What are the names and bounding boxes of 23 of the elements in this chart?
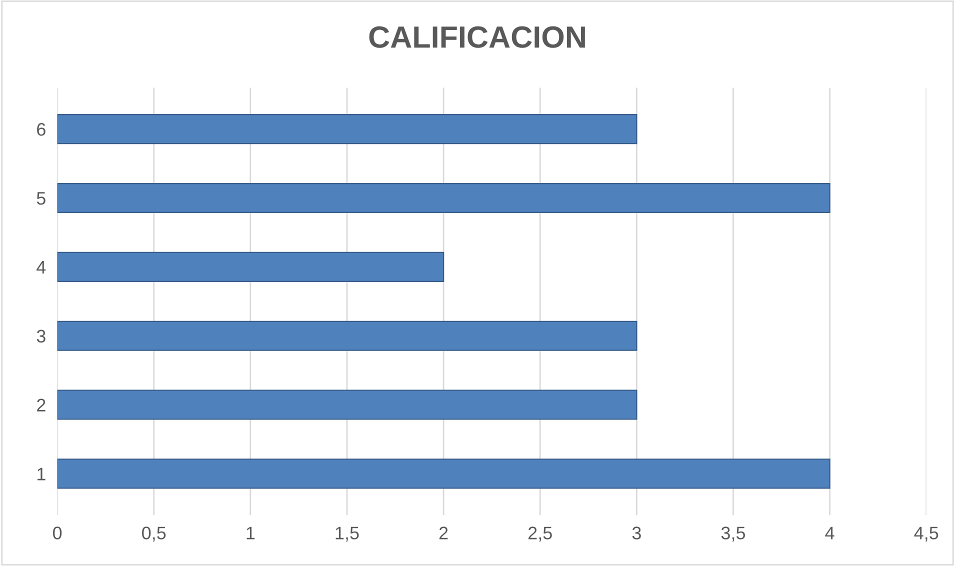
x-tick-label: 0,5 [142,526,166,542]
x-tick-label: 4,5 [914,526,938,542]
x-tick-label: 3,5 [721,526,746,542]
chart-title: CALIFICACION [369,26,585,48]
y-tick-label: 1 [38,468,46,480]
x-tick-label: 2,5 [528,526,552,542]
bar [57,390,638,420]
x-tick-label: 4 [825,526,834,540]
bar [57,182,830,214]
y-tick-label: 6 [37,123,46,136]
y-tick-label: 5 [36,192,46,205]
y-tick-label: 3 [36,330,46,343]
bar [57,458,830,489]
bar [57,252,444,282]
bar [57,114,638,144]
y-tick-label: 4 [36,261,46,274]
x-tick-label: 0 [52,526,62,540]
x-tick-label: 3 [632,526,641,540]
x-tick-label: 1,5 [336,526,359,542]
bar [57,320,638,351]
x-tick-label: 2 [439,526,448,540]
y-tick-label: 2 [37,398,46,412]
x-tick-label: 1 [246,526,255,540]
